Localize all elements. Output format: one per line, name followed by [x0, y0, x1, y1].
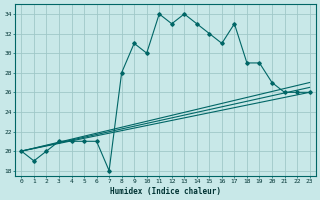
- X-axis label: Humidex (Indice chaleur): Humidex (Indice chaleur): [110, 187, 221, 196]
